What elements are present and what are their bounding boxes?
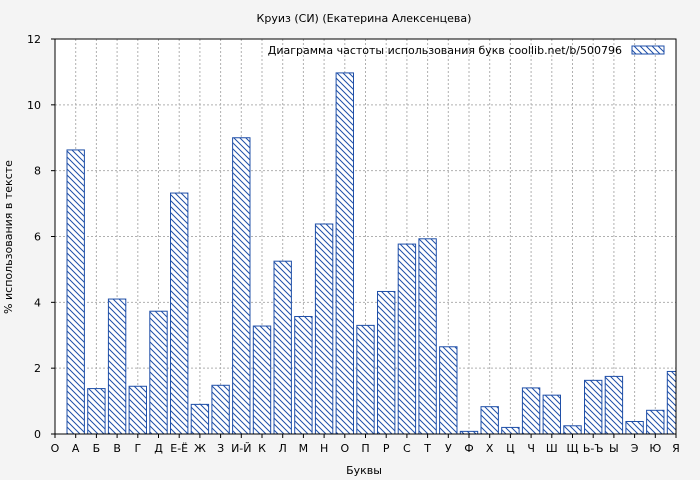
x-tick-label: С: [403, 442, 411, 455]
x-tick-label: Ц: [506, 442, 515, 455]
y-tick-label: 6: [34, 231, 41, 244]
legend: Диаграмма частоты использования букв coo…: [268, 44, 665, 57]
x-tick-label: Ш: [546, 442, 558, 455]
bar-А: [66, 149, 85, 435]
y-tick-label: 4: [34, 296, 41, 309]
x-tick-label: Н: [320, 442, 328, 455]
bar-Т: [418, 238, 437, 435]
y-tick-label: 2: [34, 362, 41, 375]
bar-В: [107, 298, 127, 435]
x-tick-label: Б: [93, 442, 101, 455]
x-axis-label: Буквы: [346, 464, 382, 477]
y-axis-label: % использования в тексте: [2, 160, 15, 314]
x-tick-label: Ь-Ъ: [583, 442, 604, 455]
x-tick-label: Ж: [194, 442, 206, 455]
x-tick-label: П: [361, 442, 369, 455]
bar-К: [252, 325, 272, 435]
legend-swatch: [631, 45, 665, 55]
bar-Ж: [190, 403, 210, 435]
bar-П: [356, 324, 375, 435]
bar-Ш: [542, 394, 561, 435]
bar-Ц: [501, 426, 520, 435]
bar-И-Й: [232, 137, 251, 435]
bar-Ы: [604, 375, 624, 435]
x-tick-label: Л: [279, 442, 287, 455]
x-tick-label: Э: [631, 442, 639, 455]
bar-Ю: [646, 409, 665, 435]
y-tick-label: 12: [27, 33, 41, 46]
bar-Ь-Ъ: [584, 379, 603, 435]
x-tick-label: А: [72, 442, 80, 455]
bar-У: [439, 346, 458, 435]
x-tick-label: Х: [486, 442, 494, 455]
bar-Е-Ё: [170, 192, 189, 435]
x-tick-label: И-Й: [231, 442, 251, 455]
chart-title: Круиз (СИ) (Екатерина Алексенцева): [257, 12, 472, 25]
bar-М: [294, 315, 313, 435]
x-tick-label: О: [51, 442, 60, 455]
x-tick-label: Ы: [609, 442, 619, 455]
x-tick-label: М: [299, 442, 309, 455]
plot-frame: [54, 38, 677, 435]
x-tick-label: Р: [383, 442, 390, 455]
x-tick-label: Т: [423, 442, 431, 455]
bar-Р: [377, 290, 396, 435]
x-tick-label: У: [445, 442, 452, 455]
bar-Д: [149, 310, 168, 435]
bar-Л: [273, 260, 292, 435]
bar-С: [397, 243, 417, 435]
legend-label: Диаграмма частоты использования букв coo…: [268, 44, 622, 57]
x-tick-label: Ф: [464, 442, 473, 455]
bar-З: [211, 384, 230, 435]
x-tick-label: Е-Ё: [170, 442, 188, 455]
bar-Б: [87, 388, 106, 435]
bar-Щ: [563, 425, 582, 435]
bar-Ч: [521, 387, 541, 435]
x-tick-label: О: [340, 442, 349, 455]
x-tick-label: Г: [134, 442, 141, 455]
x-tick-label: Ч: [527, 442, 535, 455]
x-tick-label: Щ: [566, 442, 578, 455]
y-tick-label: 10: [27, 99, 41, 112]
bar-Я: [666, 370, 677, 435]
bar-Э: [625, 420, 644, 435]
x-tick-label: Я: [672, 442, 680, 455]
y-tick-label: 0: [34, 428, 41, 441]
bar-Г: [128, 385, 147, 435]
x-tick-label: В: [113, 442, 121, 455]
y-tick-label: 8: [34, 165, 41, 178]
x-tick-label: Ю: [649, 442, 661, 455]
bar-Н: [314, 223, 334, 435]
bar-О: [335, 72, 354, 435]
x-tick-label: Д: [154, 442, 163, 455]
x-tick-label: К: [258, 442, 266, 455]
bar-Х: [480, 406, 499, 435]
x-tick-label: З: [217, 442, 224, 455]
